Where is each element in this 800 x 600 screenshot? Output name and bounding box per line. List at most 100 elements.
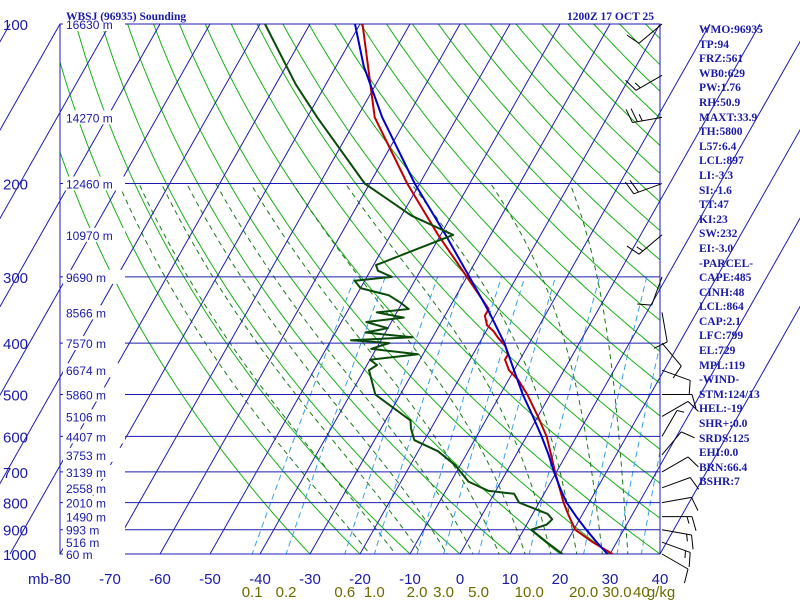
- index-item: SW:232: [699, 228, 738, 241]
- index-item: TT:47: [699, 199, 729, 212]
- mixing-ratio-label: 40: [633, 584, 650, 600]
- dry-adiabat: [256, 24, 660, 484]
- height-label-bg: [63, 336, 125, 351]
- height-label: 7570 m: [66, 337, 106, 351]
- index-item: -PARCEL-: [699, 257, 754, 270]
- mixing-ratio-label: 0.6: [334, 584, 355, 600]
- wind-barb-half-flag: [634, 82, 641, 89]
- mixing-ratio-line: [640, 449, 660, 554]
- wind-barbs: [624, 23, 700, 584]
- mixing-ratio-label: 5.0: [468, 584, 489, 600]
- dry-adiabat: [360, 24, 660, 353]
- moist-adiabat: [215, 183, 474, 554]
- dry-adiabat: [567, 24, 660, 119]
- height-label-bg: [63, 409, 125, 424]
- height-label-bg: [63, 464, 125, 479]
- height-label: 3139 m: [66, 466, 106, 480]
- temperature-tick-label: -40: [249, 571, 271, 588]
- pressure-tick-label: 900: [3, 523, 28, 540]
- index-item: BSHR:7: [699, 476, 740, 489]
- mixing-ratio-label: 20.0: [569, 584, 598, 600]
- wind-barb-flag: [688, 380, 691, 396]
- plot-frame: [59, 23, 661, 555]
- wind-barb-flag: [681, 431, 695, 439]
- isotherm: [159, 23, 461, 555]
- dry-adiabat: [282, 24, 660, 450]
- background-lines: [60, 24, 660, 554]
- wind-barb-staff: [638, 23, 663, 44]
- dry-adiabat: [152, 24, 561, 554]
- height-label: 516 m: [66, 536, 99, 550]
- dry-adiabat: [593, 24, 660, 92]
- moist-adiabat: [138, 183, 397, 554]
- mixing-ratio-label: g/kg: [647, 584, 675, 600]
- index-item: FRZ:561: [699, 53, 744, 66]
- index-item: LCL:864: [699, 301, 744, 314]
- temperature-tick-label: 10: [502, 571, 519, 588]
- index-item: BRN:66.4: [699, 461, 748, 474]
- pressure-temperature-grid: [0, 23, 800, 555]
- wind-barb-flag: [691, 534, 694, 550]
- temperature-tick-label: 0: [456, 571, 464, 588]
- temperature-tick-label: -80: [49, 571, 71, 588]
- wind-barb-flag: [691, 394, 697, 409]
- isotherm: [659, 305, 800, 555]
- index-item: WMO:96935: [699, 24, 763, 36]
- height-label-bg: [63, 547, 125, 561]
- index-item: HEL:-19: [699, 403, 743, 416]
- wind-barb-staff: [661, 400, 689, 417]
- height-label-bg: [63, 227, 125, 242]
- index-item: WB0:629: [699, 67, 745, 80]
- wind-barb-staff: [661, 312, 668, 342]
- mixing-ratio-line: [583, 276, 648, 554]
- index-item: SI:-1.6: [699, 184, 732, 197]
- wind-barb-staff: [661, 477, 691, 489]
- height-label-bg: [63, 480, 125, 495]
- index-item: PW:1.76: [699, 82, 741, 95]
- isotherm: [559, 128, 800, 555]
- height-label-bg: [63, 447, 125, 462]
- temperature-tick-label: 40: [652, 571, 669, 588]
- height-label: 1490 m: [66, 511, 106, 525]
- wind-barb-half-flag: [686, 534, 688, 542]
- temperature-tick-label: -20: [349, 571, 371, 588]
- height-label-bg: [63, 363, 125, 378]
- index-item: RH:50.9: [699, 96, 741, 109]
- valid-time: 1200Z 17 OCT 25: [567, 11, 654, 23]
- dry-adiabat: [75, 24, 411, 554]
- dry-adiabat: [230, 24, 660, 519]
- wind-barb-flag: [637, 303, 652, 306]
- dry-adiabat: [334, 24, 660, 385]
- pressure-tick-label: 100: [3, 17, 28, 34]
- isotherm: [309, 23, 611, 555]
- temperature-tick-label: -50: [199, 571, 221, 588]
- wind-barb-flag: [672, 365, 682, 379]
- pressure-tick-label: 300: [3, 270, 28, 287]
- wind-barb-half-flag: [638, 114, 643, 122]
- mixing-ratio-line: [285, 276, 386, 554]
- pressure-tick-label: 1000: [3, 547, 36, 564]
- dry-adiabat: [127, 24, 511, 554]
- moist-adiabat: [410, 183, 578, 554]
- height-label-bg: [63, 269, 125, 284]
- dry-adiabat: [204, 24, 660, 554]
- index-item: CAP:2.1: [699, 315, 741, 328]
- index-item: STM:124/13: [699, 388, 760, 401]
- temperature-tick-label: 20: [552, 571, 569, 588]
- wind-barb-staff: [661, 456, 689, 473]
- wind-barb-half-flag: [636, 246, 644, 252]
- temperature-profile: [361, 24, 614, 554]
- isotherm: [0, 23, 61, 132]
- index-item: SRDS:125: [699, 432, 750, 445]
- height-label: 12460 m: [66, 178, 113, 192]
- mixing-ratio-label: 10.0: [515, 584, 544, 600]
- wind-barb-flag: [629, 180, 639, 193]
- height-label-bg: [63, 522, 125, 537]
- height-label-bg: [63, 509, 125, 524]
- wind-barb-staff: [661, 369, 691, 381]
- isotherm: [459, 23, 761, 555]
- index-item: EL:729: [699, 345, 736, 358]
- height-label-bg: [63, 110, 125, 125]
- height-label: 10970 m: [66, 229, 113, 243]
